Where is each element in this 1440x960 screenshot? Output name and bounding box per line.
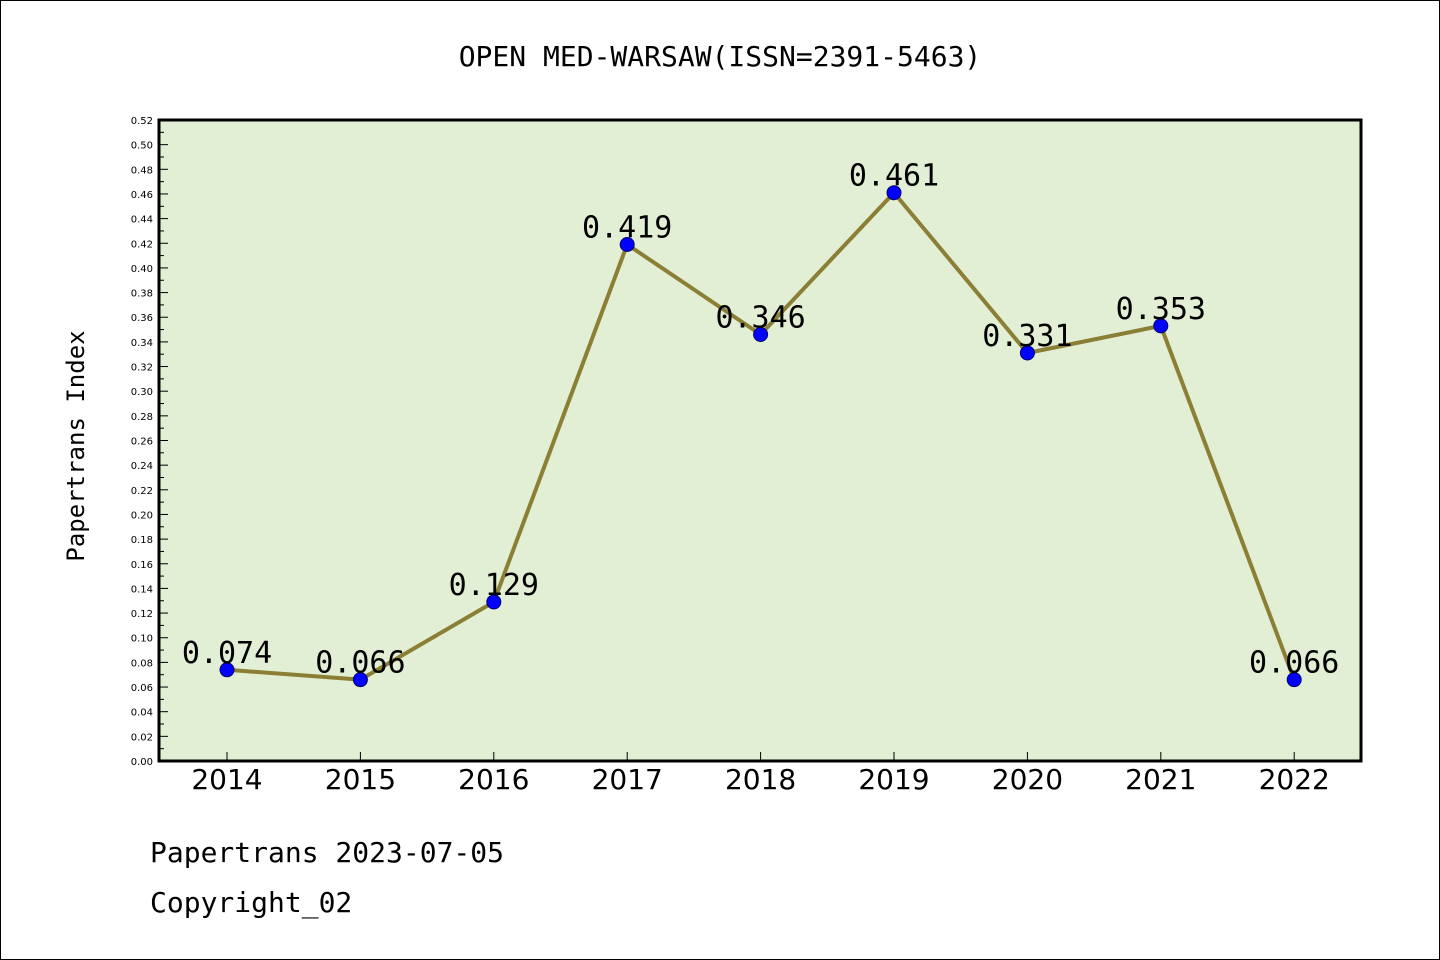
data-point (352, 672, 368, 688)
plot-border (157, 118, 1363, 763)
data-point (886, 185, 902, 201)
data-label: 0.331 (982, 319, 1072, 354)
x-tick-label: 2019 (858, 763, 929, 796)
y-tick-label: 0.04 (131, 708, 153, 719)
y-tick-label: 0.14 (131, 584, 153, 595)
y-tick-label: 0.22 (131, 486, 153, 497)
y-tick-label: 0.28 (131, 412, 153, 423)
x-tick-label: 2018 (725, 763, 796, 796)
chart-title: OPEN MED-WARSAW(ISSN=2391-5463) (459, 40, 982, 73)
footer-date: Papertrans 2023-07-05 (150, 836, 505, 869)
y-tick-label: 0.16 (131, 560, 153, 571)
y-tick-label: 0.44 (131, 215, 153, 226)
x-tick-label: 2014 (191, 763, 262, 796)
y-tick-label: 0.20 (131, 510, 153, 521)
data-point (486, 594, 502, 610)
series-line: 0.074 0.066 0.129 0.419 0.346 0.461 0.331 0.353… (182, 159, 1339, 688)
y-tick-label: 0.48 (131, 165, 153, 176)
x-tick-label: 2020 (992, 763, 1063, 796)
y-tick-label: 0.34 (131, 338, 153, 349)
data-label: 0.461 (849, 159, 939, 194)
data-label: 0.419 (582, 211, 672, 246)
y-tick-label: 0.18 (131, 535, 153, 546)
y-tick-label: 0.32 (131, 363, 153, 374)
y-tick-label: 0.42 (131, 239, 153, 250)
y-tick-label: 0.24 (131, 461, 153, 472)
data-point (619, 237, 635, 253)
data-point (1153, 318, 1169, 334)
y-tick-label: 0.10 (131, 634, 153, 645)
data-label: 0.066 (315, 646, 405, 681)
data-point (1286, 672, 1302, 688)
data-label: 0.353 (1116, 292, 1206, 327)
y-tick-label: 0.00 (131, 757, 153, 768)
x-tick-label: 2022 (1259, 763, 1330, 796)
data-point (1019, 345, 1035, 361)
y-tick-label: 0.46 (131, 190, 153, 201)
y-tick-label: 0.06 (131, 683, 153, 694)
y-tick-label: 0.40 (131, 264, 153, 275)
y-tick-label: 0.38 (131, 289, 153, 300)
x-tick-label: 2017 (592, 763, 663, 796)
y-tick-label: 0.50 (131, 141, 153, 152)
y-axis-label: Papertrans Index (62, 330, 90, 561)
y-tick-label: 0.12 (131, 609, 153, 620)
y-tick-label: 0.26 (131, 437, 153, 448)
y-tick-label: 0.30 (131, 387, 153, 398)
y-tick-label: 0.36 (131, 313, 153, 324)
footer-copyright: Copyright_02 (150, 886, 353, 919)
x-tick-label: 2015 (325, 763, 396, 796)
data-point (219, 662, 235, 678)
y-tick-label: 0.52 (131, 116, 153, 127)
plot-area (159, 120, 1361, 761)
x-axis: 2014 2015 2016 2017 2018 2019 2020 2021 2022 (191, 752, 1330, 796)
data-point (753, 326, 769, 342)
data-label: 0.346 (715, 300, 805, 335)
y-tick-label: 0.08 (131, 658, 153, 669)
data-label: 0.066 (1249, 646, 1339, 681)
data-label: 0.074 (182, 636, 272, 671)
data-label: 0.129 (449, 568, 539, 603)
x-tick-label: 2021 (1125, 763, 1196, 796)
x-tick-label: 2016 (458, 763, 529, 796)
y-tick-label: 0.02 (131, 732, 153, 743)
